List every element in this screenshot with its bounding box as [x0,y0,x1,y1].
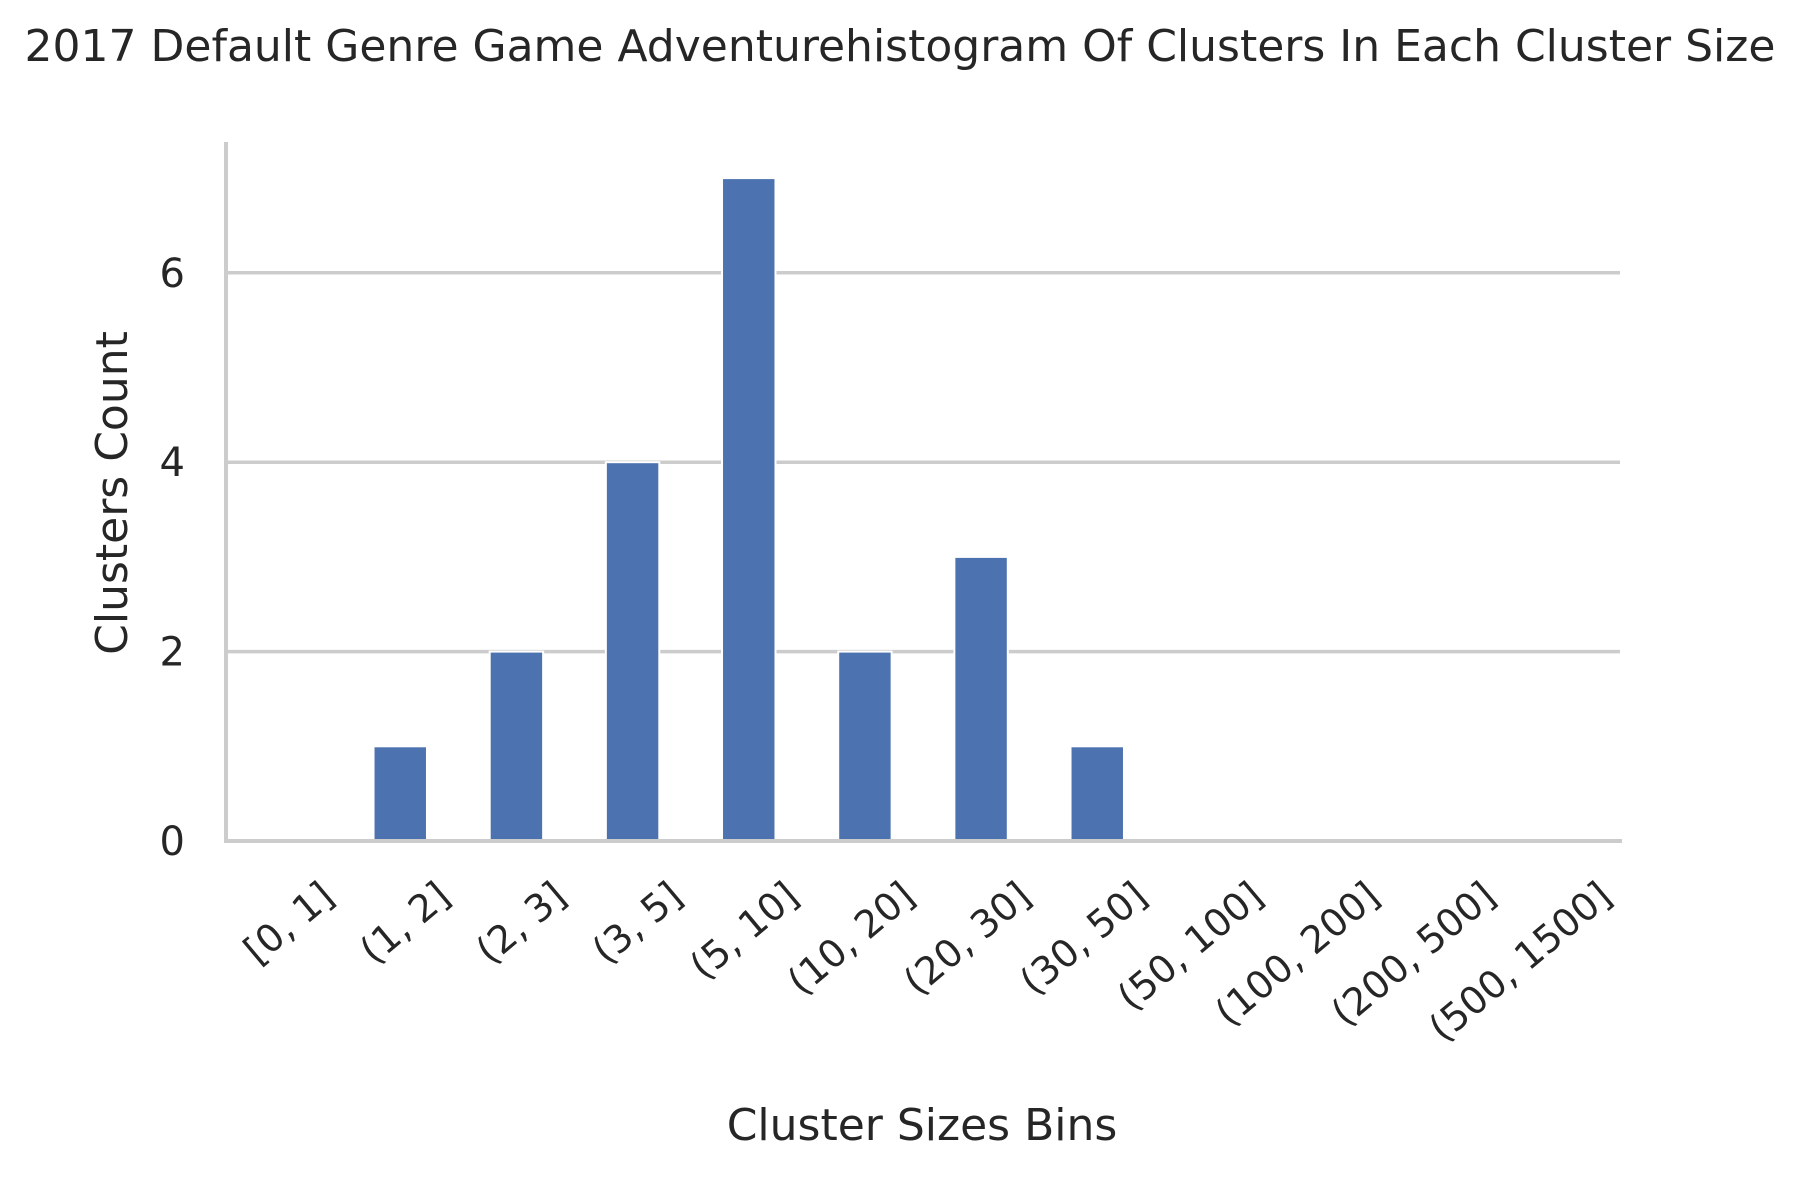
x-tick-labels: [0, 1] (1, 2] (2, 3] (3, 5](5, 10](10, 20](… [235,873,1619,1050]
chart-title: 2017 Default Genre Game Adventurehistogr… [25,21,1776,72]
bars [372,177,1125,843]
x-tick-label: (3, 5] [584,873,691,972]
bar [953,555,1009,843]
x-tick-label: (10, 20] [779,873,923,1003]
y-grid [226,271,1620,654]
bar [372,745,428,842]
x-tick-label: (20, 30] [895,873,1039,1003]
y-tick-labels: 0 2 4 6 [160,251,185,865]
bar [604,461,661,842]
bar [721,177,777,843]
bar [1069,745,1125,842]
x-axis-label: Cluster Sizes Bins [727,1100,1118,1151]
bar [837,650,893,842]
y-tick-label: 2 [160,630,185,676]
y-tick-label: 4 [160,440,185,486]
x-tick-label: [0, 1] [235,873,342,972]
x-tick-label: (2, 3] [468,873,575,972]
y-axis-label: Clusters Count [87,331,138,655]
bar [488,650,545,842]
y-tick-label: 0 [160,819,185,865]
x-tick-label: (1, 2] [351,873,458,972]
y-tick-label: 6 [160,251,185,297]
